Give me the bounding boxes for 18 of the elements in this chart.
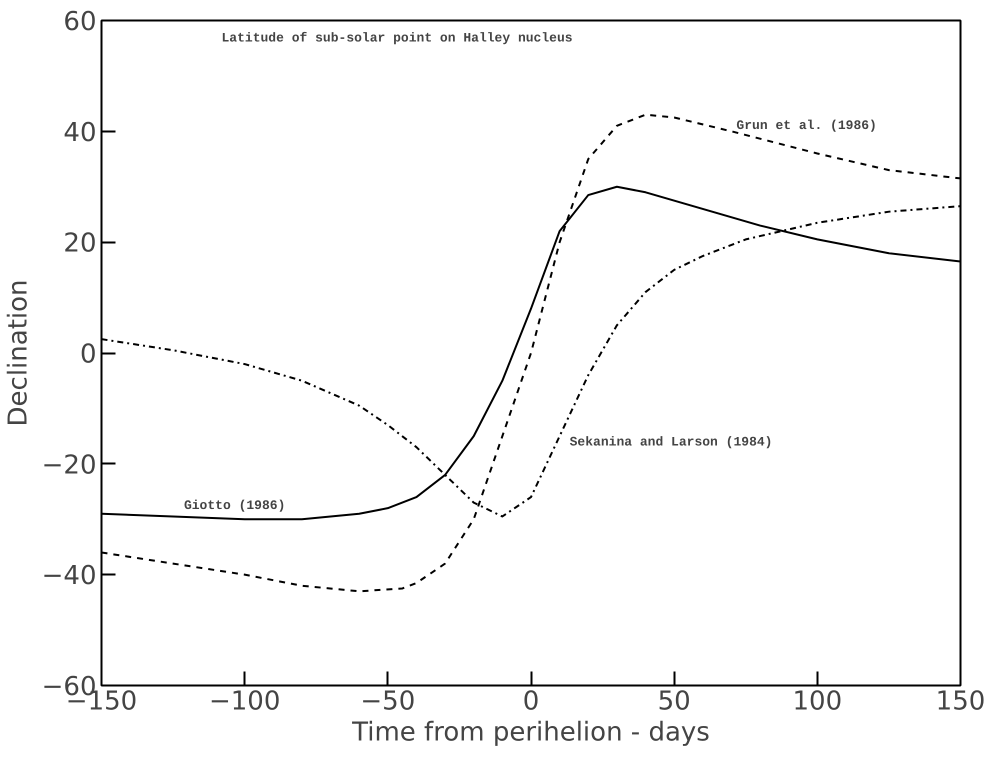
series-label: Grun et al. (1986) [736, 118, 877, 133]
y-tick-label: 40 [63, 118, 97, 148]
x-tick-label: 0 [522, 686, 540, 716]
x-tick-label: −50 [360, 686, 416, 716]
text: Latitude of sub-solar point on Halley nucleus [222, 30, 573, 46]
x-axis-title: Time from perihelion - days [351, 718, 710, 748]
y-tick-label: 60 [63, 7, 97, 37]
x-tick-label: 100 [792, 686, 842, 716]
y-tick-label: −40 [42, 561, 97, 592]
x-tick-label: 150 [936, 686, 986, 716]
x-tick-label: 50 [658, 686, 691, 716]
y-axis-title: Declination [4, 280, 34, 426]
y-tick-label: 20 [63, 228, 97, 259]
y-tick-label: −20 [42, 450, 97, 480]
x-tick-label: −100 [208, 686, 280, 716]
series-label: Sekanina and Larson (1984) [570, 434, 772, 450]
y-tick-label: 0 [80, 340, 97, 370]
series-label: Giotto (1986) [184, 498, 286, 513]
